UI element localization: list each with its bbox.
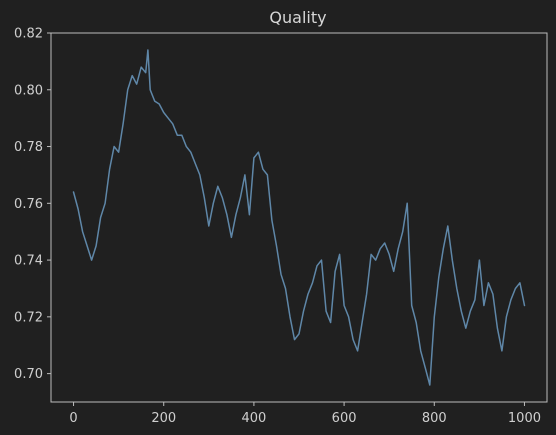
- y-tick-label: 0.70: [14, 367, 43, 382]
- y-axis: 0.70 0.72 0.74 0.76 0.78 0.80 0.82: [14, 27, 51, 382]
- y-tick-label: 0.72: [14, 310, 43, 325]
- y-tick-label: 0.76: [14, 197, 43, 212]
- x-tick-label: 600: [332, 411, 357, 426]
- x-tick-label: 1000: [508, 411, 541, 426]
- series-group: [72, 49, 526, 386]
- y-tick-label: 0.74: [14, 254, 43, 269]
- chart-title: Quality: [269, 8, 326, 27]
- plot-area: [50, 32, 548, 403]
- y-tick-label: 0.78: [14, 140, 43, 155]
- y-tick-label: 0.80: [14, 83, 43, 98]
- y-tick-label: 0.82: [14, 27, 43, 42]
- x-axis: 0 200 400 600 800 1000: [69, 402, 541, 426]
- x-tick-label: 200: [151, 411, 176, 426]
- x-tick-label: 0: [69, 411, 77, 426]
- x-tick-label: 800: [422, 411, 447, 426]
- series-line: [72, 49, 526, 386]
- x-tick-label: 400: [241, 411, 266, 426]
